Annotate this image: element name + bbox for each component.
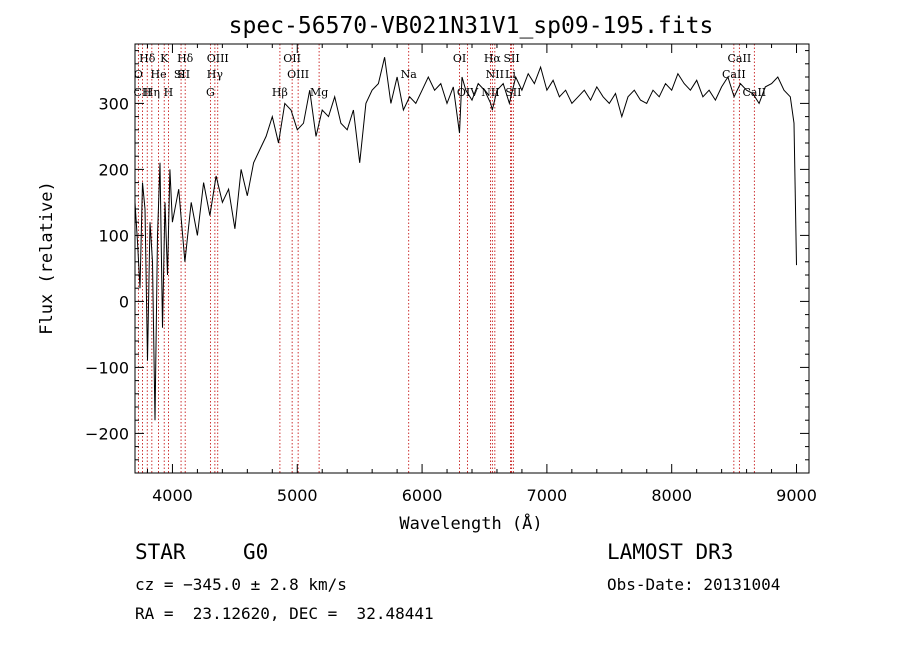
- marker-label: G: [206, 86, 215, 99]
- object-subclass: G0: [243, 540, 269, 564]
- marker-label: OIII: [207, 52, 229, 65]
- marker-label: NII: [481, 86, 499, 99]
- marker-label: He: [151, 68, 167, 81]
- marker-label: Hγ: [207, 68, 224, 81]
- marker-label: Hδ: [139, 52, 156, 65]
- marker-label: Li: [505, 68, 516, 81]
- x-tick-label: 6000: [402, 486, 443, 505]
- marker-label: CaII: [722, 68, 746, 81]
- marker-label: OIII: [287, 68, 309, 81]
- marker-label: Hη: [144, 86, 160, 99]
- marker-label: K: [160, 52, 169, 65]
- y-tick-label: 200: [98, 160, 129, 179]
- marker-label: OIV: [457, 86, 479, 99]
- y-tick-label: −200: [85, 424, 129, 443]
- marker-label: OI: [453, 52, 466, 65]
- marker-label: Hβ: [272, 86, 288, 99]
- marker-label: SII: [174, 68, 190, 81]
- y-tick-label: −100: [85, 358, 129, 377]
- coordinates-text: RA = 23.12620, DEC = 32.48441: [135, 604, 434, 623]
- marker-label: NII: [486, 68, 504, 81]
- marker-label: Hα: [484, 52, 502, 65]
- object-class: STAR: [135, 540, 186, 564]
- marker-label: CaII: [742, 86, 766, 99]
- marker-label: OII: [283, 52, 301, 65]
- y-axis-label: Flux (relative): [37, 181, 57, 335]
- marker-label: Na: [401, 68, 418, 81]
- x-axis-label: Wavelength (Å): [399, 512, 542, 534]
- marker-label: CaII: [728, 52, 752, 65]
- x-tick-label: 4000: [152, 486, 193, 505]
- x-tick-label: 5000: [277, 486, 318, 505]
- y-tick-label: 100: [98, 226, 129, 245]
- x-tick-label: 9000: [776, 486, 817, 505]
- marker-label: CH: [133, 86, 151, 99]
- marker-label: H: [164, 86, 174, 99]
- y-tick-label: 0: [119, 292, 129, 311]
- marker-label: Hδ: [177, 52, 194, 65]
- axis-ticks: 4000 5000 6000 7000 8000 9000 −200 −100 0 100 200 3…: [85, 44, 817, 505]
- survey-name: LAMOST DR3: [607, 540, 734, 564]
- redshift-text: cz = −345.0 ± 2.8 km/s: [135, 575, 347, 594]
- marker-label: Mg: [310, 86, 328, 99]
- marker-label: S: [177, 68, 185, 81]
- marker-label: SII: [503, 52, 519, 65]
- marker-label: SII: [505, 86, 521, 99]
- y-tick-label: 300: [98, 94, 129, 113]
- x-tick-label: 7000: [527, 486, 568, 505]
- chart-title: spec-56570-VB021N31V1_sp09-195.fits: [229, 13, 714, 39]
- obs-date-text: Obs-Date: 20131004: [607, 575, 781, 594]
- flux-series-line: [134, 57, 797, 421]
- plot-frame: [134, 43, 810, 474]
- x-tick-label: 8000: [651, 486, 692, 505]
- marker-label: O: [134, 68, 143, 81]
- emission-line-markers: [137, 44, 755, 473]
